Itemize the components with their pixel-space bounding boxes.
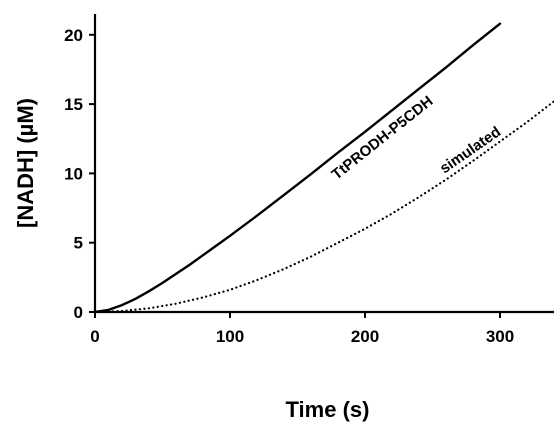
series-label: TtPRODH-P5CDH xyxy=(329,93,437,184)
y-tick-label: 10 xyxy=(64,164,83,183)
measured-line xyxy=(95,22,502,312)
y-axis-title: [NADH] (µM) xyxy=(13,98,38,228)
x-tick-label: 100 xyxy=(216,327,244,346)
y-tick-label: 20 xyxy=(64,26,83,45)
x-axis-ticks: 0 100 200 300 xyxy=(90,312,514,346)
y-tick-label: 5 xyxy=(74,234,83,253)
y-tick-label: 0 xyxy=(74,303,83,322)
x-tick-label: 300 xyxy=(486,327,514,346)
series-label: simulated xyxy=(437,123,504,177)
series-group xyxy=(95,22,554,312)
simulated-line xyxy=(95,100,554,312)
x-axis-title: Time (s) xyxy=(286,397,370,422)
x-tick-label: 0 xyxy=(90,327,99,346)
series-annotations: TtPRODH-P5CDH simulated xyxy=(329,93,504,184)
x-tick-label: 200 xyxy=(351,327,379,346)
y-axis-ticks: 0 5 10 15 20 xyxy=(64,26,95,322)
plot-area xyxy=(95,22,554,312)
y-tick-label: 15 xyxy=(64,95,83,114)
